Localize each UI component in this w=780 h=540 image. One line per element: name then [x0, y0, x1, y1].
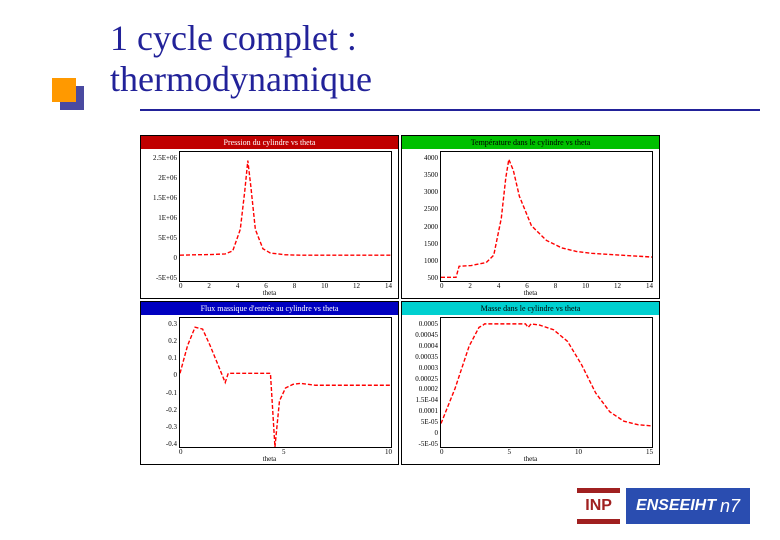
logo-n7-suffix: n7 [720, 496, 740, 517]
plot-area [440, 151, 653, 282]
title-line1: 1 cycle complet : [110, 18, 357, 58]
y-axis-labels: 0.00050.000450.00040.000350.00030.000250… [402, 320, 440, 448]
chart-panel-2: Flux massique d'entrée au cylindre vs th… [140, 301, 399, 465]
logo-n7-text: ENSEEIHT [636, 497, 716, 515]
title-underline [140, 109, 760, 111]
chart-panel-0: Pression du cylindre vs theta 2.5E+062E+0… [140, 135, 399, 299]
x-axis-title: theta [141, 455, 398, 463]
slide-header: 1 cycle complet : thermodynamique [0, 0, 780, 111]
logo-strip: INP ENSEEIHT n7 [577, 488, 750, 524]
title-line2: thermodynamique [110, 59, 372, 99]
plot-area [179, 317, 392, 448]
plot-area [179, 151, 392, 282]
logo-enseeiht: ENSEEIHT n7 [626, 488, 750, 524]
logo-inp: INP [577, 488, 620, 524]
y-axis-labels: 4000350030002500200015001000500 [402, 154, 440, 282]
panel-title: Flux massique d'entrée au cylindre vs th… [141, 302, 398, 315]
panel-title: Masse dans le cylindre vs theta [402, 302, 659, 315]
y-axis-labels: 2.5E+062E+061.5E+061E+065E+050-5E+05 [141, 154, 179, 282]
plot-area [440, 317, 653, 448]
panel-title: Pression du cylindre vs theta [141, 136, 398, 149]
x-axis-title: theta [141, 289, 398, 297]
chart-grid: Pression du cylindre vs theta 2.5E+062E+0… [140, 135, 660, 465]
y-axis-labels: 0.30.20.10-0.1-0.2-0.3-0.4 [141, 320, 179, 448]
chart-panel-1: Température dans le cylindre vs theta 400… [401, 135, 660, 299]
bullet-accent [52, 78, 76, 102]
panel-title: Température dans le cylindre vs theta [402, 136, 659, 149]
slide-title: 1 cycle complet : thermodynamique [110, 18, 780, 101]
x-axis-title: theta [402, 289, 659, 297]
x-axis-title: theta [402, 455, 659, 463]
chart-panel-3: Masse dans le cylindre vs theta 0.00050.0… [401, 301, 660, 465]
